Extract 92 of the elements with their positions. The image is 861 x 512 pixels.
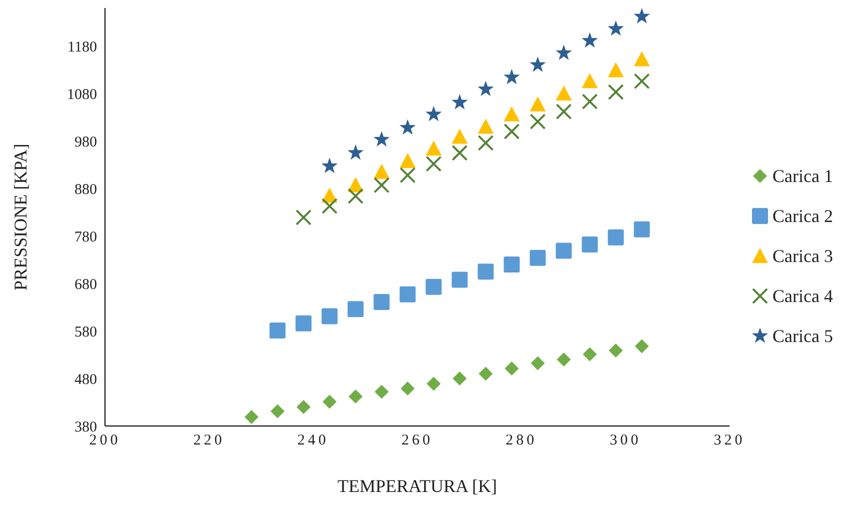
point xyxy=(608,62,624,78)
point xyxy=(504,68,520,84)
point xyxy=(478,264,494,280)
y-tick-label: 480 xyxy=(74,372,97,388)
point xyxy=(400,286,416,302)
y-tick-label: 1080 xyxy=(67,86,97,103)
y-tick-label: 980 xyxy=(74,134,97,150)
y-tick-label: 680 xyxy=(74,276,97,293)
point xyxy=(348,390,363,404)
point xyxy=(244,410,259,424)
point xyxy=(530,114,546,130)
point xyxy=(452,272,468,288)
point xyxy=(348,144,364,160)
point xyxy=(504,362,519,376)
point xyxy=(556,104,572,120)
point xyxy=(582,236,598,253)
point xyxy=(270,322,286,339)
point xyxy=(556,44,572,60)
legend-label: Carica 3 xyxy=(772,246,833,266)
point xyxy=(322,198,338,214)
x-tick-label: 280 xyxy=(506,432,538,449)
y-tick-label: 1180 xyxy=(68,39,97,56)
point xyxy=(556,242,572,259)
point xyxy=(400,167,416,184)
point xyxy=(608,343,623,358)
point xyxy=(556,352,571,366)
point xyxy=(374,177,390,194)
point xyxy=(530,96,546,112)
point xyxy=(400,381,415,396)
point xyxy=(348,301,364,318)
point xyxy=(452,94,468,110)
point xyxy=(530,56,546,72)
point xyxy=(426,106,442,122)
point xyxy=(452,128,468,144)
point xyxy=(582,347,597,362)
x-tick-label: 320 xyxy=(714,432,746,449)
point xyxy=(582,94,598,110)
point xyxy=(426,140,442,156)
point xyxy=(608,84,624,100)
point xyxy=(321,158,338,174)
point xyxy=(634,73,650,90)
point xyxy=(478,134,494,151)
point xyxy=(608,229,624,246)
point xyxy=(374,294,390,310)
y-tick-label: 780 xyxy=(74,229,97,246)
point xyxy=(374,164,390,179)
point xyxy=(582,73,598,88)
x-tick-label: 240 xyxy=(297,432,329,449)
point xyxy=(530,356,545,370)
legend-label: Carica 2 xyxy=(772,206,833,226)
point xyxy=(296,315,312,332)
y-tick-label: 880 xyxy=(74,182,97,198)
point xyxy=(504,124,520,140)
legend-label: Carica 5 xyxy=(772,326,833,346)
y-tick-label: 380 xyxy=(74,419,97,436)
point xyxy=(426,156,442,172)
x-tick-label: 220 xyxy=(193,432,225,449)
point xyxy=(634,8,650,24)
point xyxy=(530,250,546,266)
point xyxy=(634,221,650,238)
point xyxy=(478,80,494,96)
point xyxy=(374,131,390,146)
point xyxy=(452,144,468,161)
point xyxy=(478,366,493,381)
point xyxy=(374,384,389,399)
point xyxy=(400,119,416,135)
x-tick-label: 200 xyxy=(89,432,121,449)
x-tick-label: 260 xyxy=(402,432,434,449)
point xyxy=(634,51,650,66)
point xyxy=(400,152,416,168)
point xyxy=(452,372,467,386)
point xyxy=(322,394,337,409)
legend-label: Carica 4 xyxy=(772,286,833,306)
point xyxy=(348,188,364,204)
y-tick-label: 580 xyxy=(74,324,97,340)
point xyxy=(426,278,442,295)
legend-label: Carica 1 xyxy=(772,166,833,186)
x-tick-label: 300 xyxy=(610,432,642,449)
point xyxy=(426,376,441,391)
point xyxy=(504,106,520,122)
point xyxy=(634,339,649,354)
point xyxy=(478,118,494,134)
point xyxy=(296,209,312,226)
point xyxy=(504,256,520,272)
point xyxy=(608,20,624,36)
point xyxy=(582,32,598,48)
y-axis-title: PRESSIONE [KPA] xyxy=(10,144,30,290)
point xyxy=(296,400,311,414)
point xyxy=(270,404,285,418)
point xyxy=(556,86,572,100)
x-axis-title: TEMPERATURA [K] xyxy=(338,476,498,496)
point xyxy=(322,308,338,324)
